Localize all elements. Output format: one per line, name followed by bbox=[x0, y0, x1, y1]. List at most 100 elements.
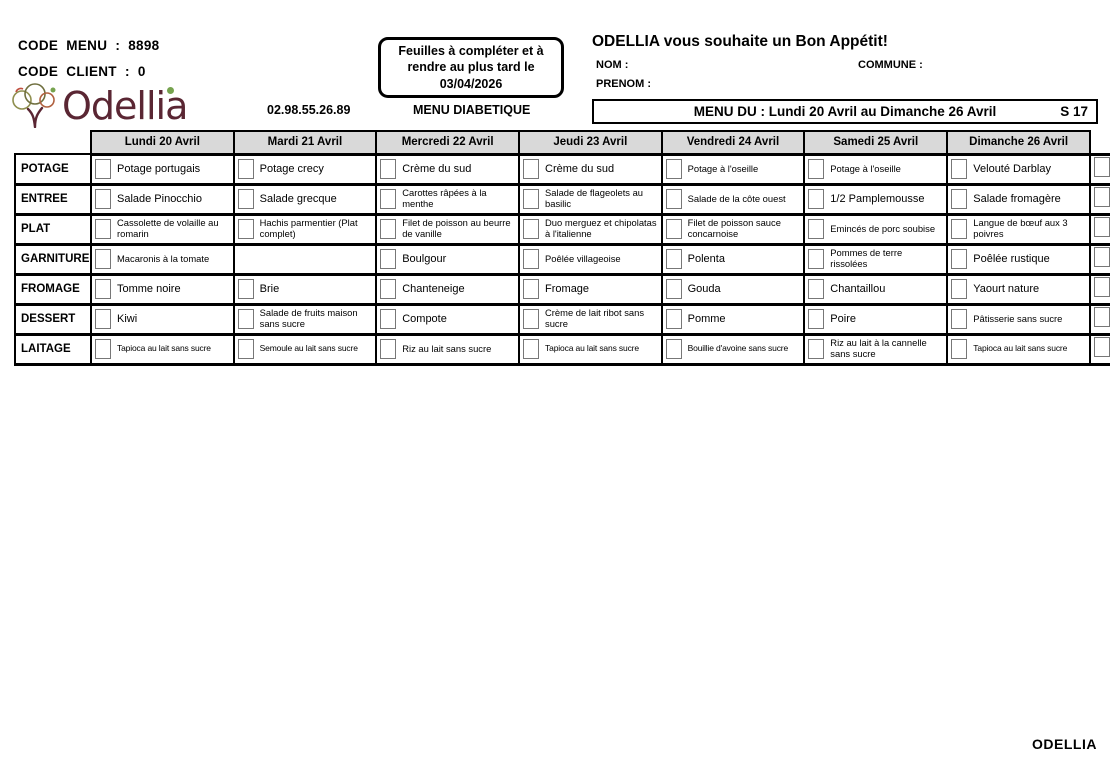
menu-item-label: Tapioca au lait sans sucre bbox=[545, 343, 639, 354]
menu-item-cell: Macaronis à la tomate bbox=[89, 243, 235, 276]
menu-checkbox[interactable] bbox=[808, 189, 825, 209]
menu-item-wrap: Riz au lait sans sucre bbox=[378, 339, 517, 359]
menu-checkbox[interactable] bbox=[94, 249, 111, 269]
menu-checkbox[interactable] bbox=[523, 189, 540, 209]
menu-item-cell: Potage crecy bbox=[232, 153, 378, 186]
menu-type-label: MENU DIABETIQUE bbox=[413, 103, 531, 117]
menu-item-wrap: Tapioca au lait sans sucre bbox=[93, 339, 232, 359]
menu-item-cell: Velouté Darblay bbox=[946, 153, 1091, 186]
menu-checkbox[interactable] bbox=[665, 339, 682, 359]
menu-item-label: Gouda bbox=[687, 282, 721, 295]
menu-checkbox[interactable] bbox=[665, 309, 682, 329]
menu-checkbox[interactable] bbox=[951, 189, 968, 209]
menu-checkbox[interactable] bbox=[237, 189, 254, 209]
menu-item-cell: Pommes de terre rissolées bbox=[803, 243, 949, 276]
menu-checkbox[interactable] bbox=[951, 159, 968, 179]
menu-checkbox[interactable] bbox=[380, 159, 397, 179]
menu-item-cell: Tapioca au lait sans sucre bbox=[89, 333, 235, 366]
menu-checkbox[interactable] bbox=[523, 309, 540, 329]
menu-checkbox[interactable] bbox=[237, 159, 254, 179]
menu-checkbox[interactable] bbox=[665, 159, 682, 179]
tree-icon bbox=[12, 83, 56, 128]
menu-checkbox[interactable] bbox=[237, 279, 254, 299]
menu-item-cell: Riz au lait à la cannelle sans sucre bbox=[803, 333, 949, 366]
menu-checkbox[interactable] bbox=[380, 249, 397, 269]
menu-checkbox[interactable] bbox=[1093, 277, 1110, 297]
menu-checkbox[interactable] bbox=[951, 249, 968, 269]
menu-item-cell: Chanteneige bbox=[375, 273, 521, 306]
menu-checkbox[interactable] bbox=[665, 249, 682, 269]
menu-checkbox[interactable] bbox=[808, 339, 825, 359]
menu-checkbox[interactable] bbox=[523, 339, 540, 359]
menu-checkbox[interactable] bbox=[665, 219, 682, 239]
cutoff-column bbox=[1088, 183, 1110, 216]
menu-item-wrap: Kiwi bbox=[93, 309, 232, 329]
menu-checkbox[interactable] bbox=[237, 309, 254, 329]
menu-checkbox[interactable] bbox=[237, 219, 254, 239]
day-header: Samedi 25 Avril bbox=[803, 130, 949, 156]
menu-checkbox[interactable] bbox=[951, 219, 968, 239]
menu-checkbox[interactable] bbox=[94, 339, 111, 359]
menu-checkbox[interactable] bbox=[1093, 307, 1110, 327]
menu-checkbox[interactable] bbox=[808, 279, 825, 299]
menu-checkbox[interactable] bbox=[94, 159, 111, 179]
week-banner-text: MENU DU : Lundi 20 Avril au Dimanche 26 … bbox=[693, 104, 997, 119]
menu-checkbox[interactable] bbox=[94, 309, 111, 329]
menu-checkbox[interactable] bbox=[1093, 247, 1110, 267]
menu-checkbox[interactable] bbox=[523, 249, 540, 269]
menu-checkbox[interactable] bbox=[94, 189, 111, 209]
menu-checkbox[interactable] bbox=[94, 219, 111, 239]
menu-checkbox[interactable] bbox=[808, 219, 825, 239]
menu-checkbox[interactable] bbox=[380, 309, 397, 329]
menu-item-cell: Filet de poisson au beurre de vanille bbox=[375, 213, 521, 246]
menu-checkbox[interactable] bbox=[380, 219, 397, 239]
menu-checkbox[interactable] bbox=[1093, 217, 1110, 237]
menu-checkbox[interactable] bbox=[951, 339, 968, 359]
menu-checkbox[interactable] bbox=[808, 309, 825, 329]
menu-item-wrap: Potage portugais bbox=[93, 159, 232, 179]
menu-item-wrap: Langue de bœuf aux 3 poivres bbox=[949, 217, 1088, 240]
code-client-text: CODE CLIENT : 0 bbox=[18, 64, 146, 79]
category-label: LAITAGE bbox=[14, 333, 92, 366]
day-header: Mardi 21 Avril bbox=[232, 130, 378, 156]
menu-checkbox[interactable] bbox=[1093, 157, 1110, 177]
menu-checkbox[interactable] bbox=[523, 279, 540, 299]
menu-item-cell: Tomme noire bbox=[89, 273, 235, 306]
menu-item-wrap: Filet de poisson sauce concarnoise bbox=[664, 217, 803, 240]
menu-item-label: Compote bbox=[402, 312, 447, 325]
menu-checkbox[interactable] bbox=[1093, 337, 1110, 357]
menu-checkbox[interactable] bbox=[94, 279, 111, 299]
table-corner bbox=[15, 131, 91, 154]
menu-item-wrap: Duo merguez et chipolatas à l'italienne bbox=[521, 217, 660, 240]
menu-item-cell: Poire bbox=[803, 303, 949, 336]
menu-checkbox[interactable] bbox=[380, 279, 397, 299]
menu-item-cell: Tapioca au lait sans sucre bbox=[946, 333, 1091, 366]
menu-item-label: Tapioca au lait sans sucre bbox=[973, 343, 1068, 354]
menu-checkbox[interactable] bbox=[380, 339, 397, 359]
menu-checkbox[interactable] bbox=[665, 189, 682, 209]
menu-checkbox[interactable] bbox=[665, 279, 682, 299]
menu-checkbox[interactable] bbox=[523, 159, 540, 179]
menu-checkbox[interactable] bbox=[951, 309, 968, 329]
menu-checkbox[interactable] bbox=[808, 249, 825, 269]
table-row: PLAT Cassolette de volaille au romarin Hac… bbox=[14, 213, 1110, 246]
code-menu-text: CODE MENU : 8898 bbox=[18, 38, 160, 53]
day-header: Mercredi 22 Avril bbox=[375, 130, 521, 156]
menu-item-label: Salade grecque bbox=[259, 192, 337, 205]
menu-item-wrap: Tomme noire bbox=[93, 279, 232, 299]
menu-item-label: Crème du sud bbox=[402, 162, 472, 175]
menu-checkbox[interactable] bbox=[808, 159, 825, 179]
table-row: POTAGE Potage portugais Potage crecy Crème … bbox=[14, 153, 1110, 186]
menu-checkbox[interactable] bbox=[951, 279, 968, 299]
menu-checkbox[interactable] bbox=[380, 189, 397, 209]
menu-checkbox[interactable] bbox=[1093, 187, 1110, 207]
menu-item-label: Tomme noire bbox=[116, 282, 181, 295]
menu-checkbox[interactable] bbox=[237, 339, 254, 359]
odellia-logo: Odellia bbox=[8, 80, 188, 128]
menu-checkbox[interactable] bbox=[523, 219, 540, 239]
menu-item-wrap: Crème du sud bbox=[521, 159, 660, 179]
menu-item-wrap: Pommes de terre rissolées bbox=[806, 247, 945, 270]
category-label: FROMAGE bbox=[14, 273, 92, 306]
menu-item-label: Yaourt nature bbox=[973, 282, 1040, 295]
menu-item-cell: Potage à l'oseille bbox=[660, 153, 806, 186]
